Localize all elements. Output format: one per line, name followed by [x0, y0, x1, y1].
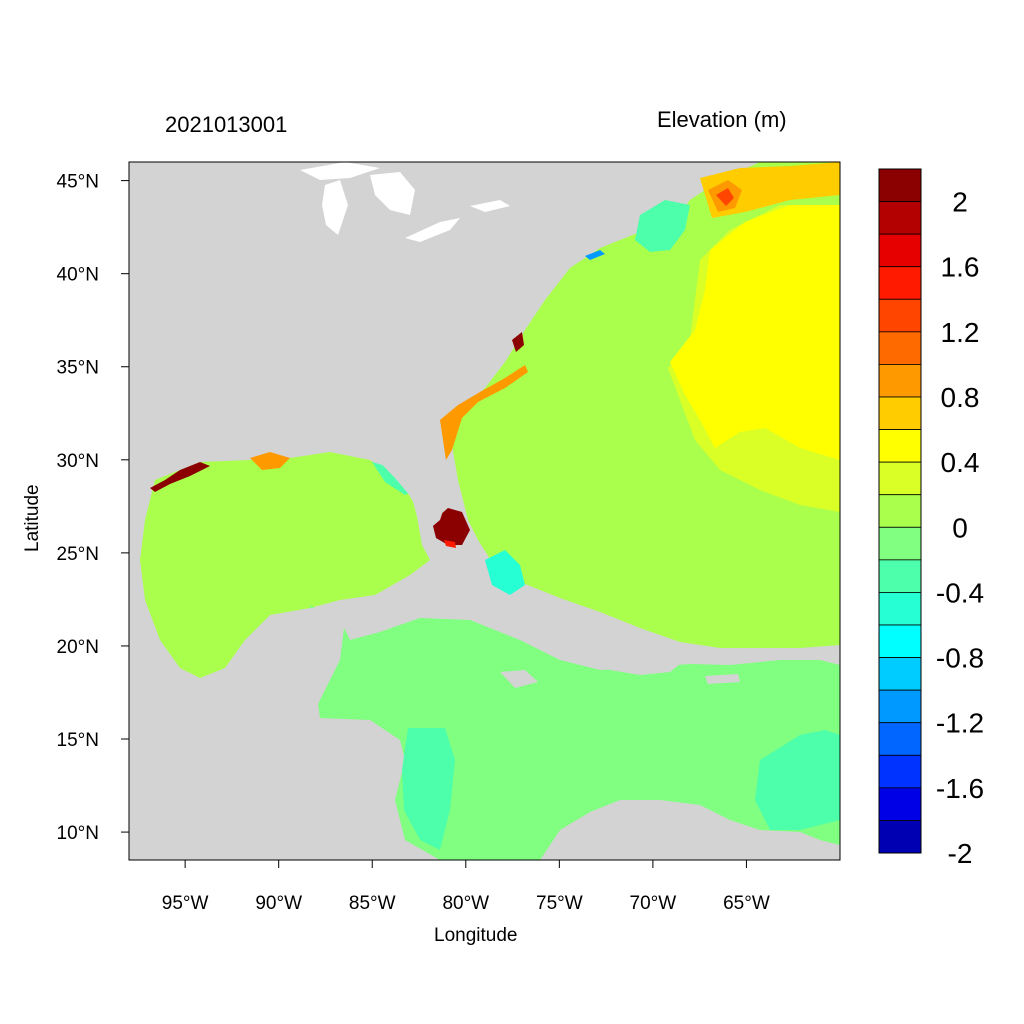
- plot-variable-title: Elevation (m): [657, 107, 787, 132]
- lake-ontario: [470, 200, 510, 212]
- lake-huron: [370, 172, 415, 215]
- colorbar-swatch: [878, 201, 922, 235]
- florida-land: [370, 452, 445, 530]
- hispaniola-land: [592, 645, 685, 675]
- offshore-band-plus04: [670, 205, 840, 460]
- colorbar-swatch: [878, 624, 922, 658]
- colorbar-swatch: [878, 233, 922, 268]
- colorbar-swatch: [878, 494, 922, 528]
- colorbar-label: -1.2: [936, 708, 984, 739]
- colorbar-swatch: [878, 689, 922, 724]
- colorbar-swatch: [878, 298, 922, 333]
- lake-michigan: [322, 180, 348, 235]
- caribbean-low-patch-east: [755, 730, 840, 830]
- jamaica-land: [500, 670, 538, 688]
- x-tick-label: 90°W: [255, 893, 302, 914]
- nova-scotia-surge-peak: [716, 188, 734, 206]
- colorbar-label: 0.4: [941, 447, 980, 478]
- mid-atlantic-marsh-surge: [512, 332, 524, 352]
- map-field: [129, 162, 840, 860]
- colorbar-swatch: [878, 396, 922, 430]
- lake-superior: [300, 162, 380, 180]
- colorbar-label: -0.8: [936, 643, 984, 674]
- x-tick-label: 85°W: [349, 893, 396, 914]
- cuba-land: [380, 590, 600, 645]
- y-tick-label: 45°N: [57, 172, 99, 193]
- lake-erie: [405, 218, 460, 242]
- colorbar-swatch: [878, 526, 922, 561]
- caribbean-low-patch-west: [402, 728, 455, 850]
- x-axis-label: Longitude: [434, 925, 518, 946]
- colorbar-swatch: [878, 266, 922, 300]
- colorbar-label: 1.6: [941, 252, 980, 283]
- plot-date-title: 2021013001: [165, 112, 288, 137]
- colorbar-label: 0.8: [941, 382, 980, 413]
- colorbar-swatch: [878, 461, 922, 496]
- yucatan-land: [258, 605, 345, 718]
- y-axis-ticks: 45°N 40°N 35°N 30°N 25°N 20°N 15°N 10°N: [57, 172, 129, 844]
- colorbar-label: 2: [952, 187, 968, 218]
- x-tick-label: 75°W: [536, 893, 583, 914]
- bahamas-low: [485, 550, 525, 595]
- colorbar-label: -2: [948, 838, 973, 869]
- florida-keys-surge: [444, 540, 456, 548]
- colorbar-swatch: [878, 559, 922, 593]
- colorbar-swatch: [878, 754, 922, 789]
- y-tick-label: 20°N: [57, 637, 99, 658]
- colorbar-swatch: [878, 657, 922, 691]
- long-island-sound-low: [585, 250, 605, 260]
- colorbar-label: 0: [952, 512, 968, 543]
- plot-frame: [128, 161, 841, 861]
- south-florida-surge: [432, 508, 470, 545]
- gulf-of-mexico-water: [140, 452, 430, 678]
- y-tick-label: 15°N: [57, 730, 99, 751]
- colorbar-labels: 2 1.6 1.2 0.8 0.4 0 -0.4 -0.8 -1.2 -1.6 -2: [936, 187, 984, 869]
- y-tick-label: 30°N: [57, 451, 99, 472]
- y-tick-label: 40°N: [57, 265, 99, 286]
- colorbar-swatch: [878, 820, 922, 854]
- colorbar-swatch: [878, 429, 922, 463]
- y-tick-label: 35°N: [57, 358, 99, 379]
- northeast-coast-low: [635, 200, 690, 252]
- colorbar: [878, 168, 922, 854]
- x-tick-label: 80°W: [442, 893, 489, 914]
- colorbar-label: -0.4: [936, 577, 984, 608]
- colorbar-swatch: [878, 787, 922, 821]
- x-axis-ticks: 95°W 90°W 85°W 80°W 75°W 70°W 65°W: [162, 860, 770, 914]
- x-tick-label: 95°W: [162, 893, 209, 914]
- colorbar-label: 1.2: [941, 317, 980, 348]
- x-tick-label: 65°W: [723, 893, 770, 914]
- colorbar-frame: [878, 168, 922, 854]
- gulf-coast-marsh-surge: [150, 462, 210, 492]
- y-tick-label: 10°N: [57, 823, 99, 844]
- southeast-coast-surge: [440, 365, 528, 460]
- colorbar-swatch: [878, 722, 922, 756]
- x-tick-label: 70°W: [630, 893, 677, 914]
- colorbar-swatch: [878, 592, 922, 626]
- y-tick-label: 25°N: [57, 544, 99, 565]
- colorbar-swatch: [878, 168, 922, 202]
- puerto-rico-land: [705, 674, 740, 684]
- louisiana-coast-surge: [250, 452, 290, 470]
- south-america-land: [540, 800, 840, 860]
- colorbar-swatch: [878, 331, 922, 365]
- colorbar-label: -1.6: [936, 773, 984, 804]
- colorbar-swatch: [878, 364, 922, 398]
